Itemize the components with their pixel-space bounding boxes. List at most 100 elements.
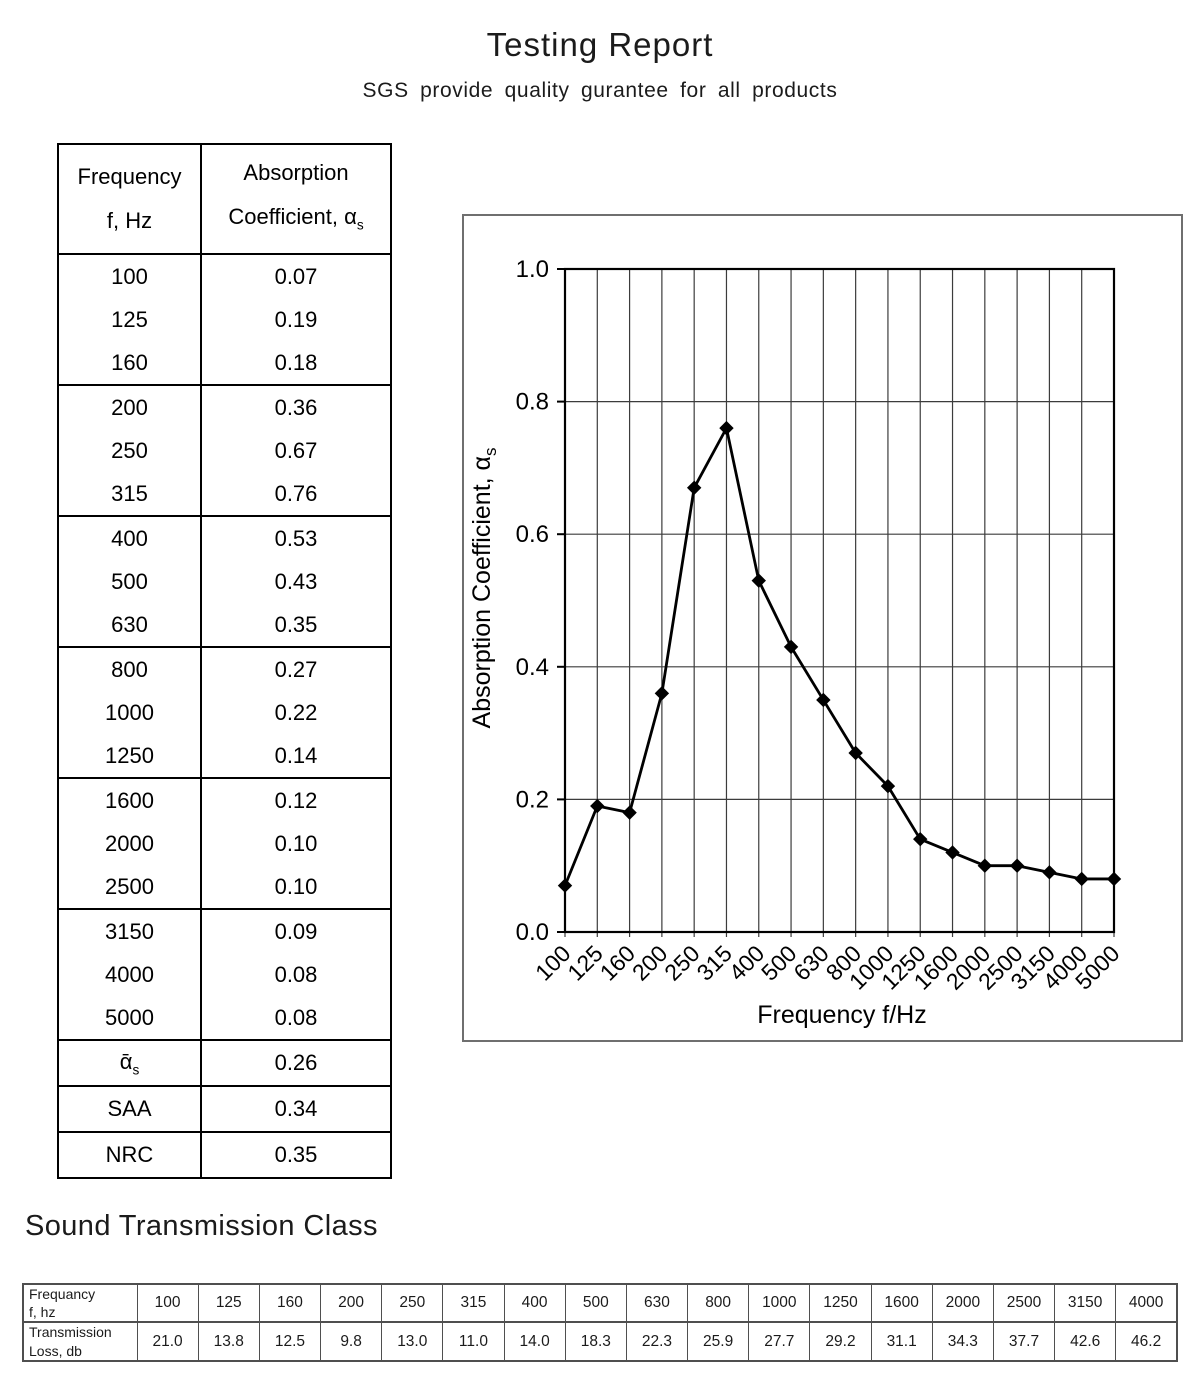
stc-heading: Sound Transmission Class [25, 1210, 378, 1242]
coefficient-cell: 0.67 [200, 429, 392, 472]
stc-frequency-cell: 4000 [1115, 1283, 1178, 1324]
stc-table: Frequancy f, hz 100 125 160 200 250 315 … [22, 1283, 1178, 1362]
coefficient-cell: 0.07 [200, 254, 392, 298]
table-row: 3150 0.09 [57, 909, 392, 953]
stc-frequency-cell: 500 [564, 1283, 627, 1324]
stc-frequency-cell: 315 [442, 1283, 505, 1324]
chart-plot-layer: 1001251602002503154005006308001000125016… [516, 256, 1125, 995]
coefficient-cell: 0.43 [200, 560, 392, 603]
table-row: 4000 0.08 [57, 953, 392, 996]
frequency-cell: 125 [57, 298, 202, 341]
stc-loss-cell: 27.7 [748, 1321, 811, 1362]
coefficient-cell: 0.12 [200, 778, 392, 822]
absorption-chart: 100 125 160 200 250 315 400 500 630 800 1000 1250 16… [462, 214, 1183, 1042]
summary-value: 0.35 [200, 1132, 392, 1179]
table-row: 400 0.53 [57, 516, 392, 560]
frequency-cell: 800 [57, 647, 202, 691]
stc-frequency-row: Frequancy f, hz 100 125 160 200 250 315 … [22, 1283, 1178, 1324]
stc-frequency-cell: 400 [503, 1283, 566, 1324]
x-axis-title: Frequency f/Hz [757, 1001, 927, 1029]
table-row: 100 0.07 [57, 254, 392, 298]
table-row: 160 0.18 [57, 341, 392, 386]
svg-text:0.4: 0.4 [516, 654, 549, 681]
table-row: 125 0.19 [57, 298, 392, 341]
absorption-chart-svg: 1001251602002503154005006308001000125016… [468, 256, 1125, 1029]
stc-frequency-cell: 630 [625, 1283, 689, 1324]
y-axis-title: Absorption Coefficient, αs [468, 448, 500, 729]
stc-frequency-cell: 1600 [870, 1283, 933, 1324]
coefficient-cell: 0.14 [200, 734, 392, 779]
stc-loss-cell: 21.0 [136, 1321, 199, 1362]
summary-row-saa: SAA 0.34 [57, 1086, 392, 1133]
frequency-cell: 630 [57, 603, 202, 648]
frequency-cell: 1600 [57, 778, 202, 822]
coefficient-cell: 0.10 [200, 865, 392, 910]
frequency-cell: 2000 [57, 822, 202, 865]
stc-loss-cell: 29.2 [809, 1321, 872, 1362]
coefficient-cell: 0.08 [200, 996, 392, 1041]
summary-label: ᾱs [57, 1040, 202, 1087]
frequency-cell: 5000 [57, 996, 202, 1041]
table-row: 1250 0.14 [57, 734, 392, 779]
table-row: 1600 0.12 [57, 778, 392, 822]
frequency-column-header: Frequency f, Hz [57, 144, 202, 255]
stc-frequency-cell: 100 [136, 1283, 199, 1324]
stc-loss-cell: 42.6 [1054, 1321, 1117, 1362]
coefficient-cell: 0.22 [200, 691, 392, 734]
stc-loss-cell: 37.7 [992, 1321, 1056, 1362]
stc-loss-cell: 9.8 [320, 1321, 383, 1362]
frequency-cell: 315 [57, 472, 202, 517]
frequency-cell: 1000 [57, 691, 202, 734]
stc-frequency-cell: 2500 [992, 1283, 1056, 1324]
stc-frequency-cell: 200 [320, 1283, 383, 1324]
page-title: Testing Report [486, 26, 714, 63]
frequency-cell: 3150 [57, 909, 202, 953]
stc-loss-cell: 12.5 [258, 1321, 322, 1362]
frequency-cell: 2500 [57, 865, 202, 910]
frequency-cell: 100 [57, 254, 202, 298]
coefficient-cell: 0.27 [200, 647, 392, 691]
stc-frequency-row-header: Frequancy f, hz [22, 1283, 138, 1324]
table-row: 2000 0.10 [57, 822, 392, 865]
table-row: 500 0.43 [57, 560, 392, 603]
stc-loss-cell: 14.0 [503, 1321, 566, 1362]
stc-loss-cell: 18.3 [564, 1321, 627, 1362]
stc-frequency-cell: 1000 [748, 1283, 811, 1324]
frequency-cell: 4000 [57, 953, 202, 996]
stc-loss-row: Transmission Loss, db 21.0 13.8 12.5 9.8… [22, 1321, 1178, 1362]
summary-row-alpha-s: ᾱs 0.26 [57, 1040, 392, 1087]
svg-text:0.8: 0.8 [516, 389, 549, 416]
coefficient-cell: 0.35 [200, 603, 392, 648]
frequency-cell: 400 [57, 516, 202, 560]
stc-frequency-cell: 1250 [809, 1283, 872, 1324]
coefficient-column-header: Absorption Coefficient, αs [200, 144, 392, 255]
stc-loss-cell: 46.2 [1115, 1321, 1178, 1362]
svg-text:1.0: 1.0 [516, 256, 549, 283]
summary-value: 0.26 [200, 1040, 392, 1087]
coefficient-cell: 0.09 [200, 909, 392, 953]
table-row: 250 0.67 [57, 429, 392, 472]
stc-frequency-cell: 160 [258, 1283, 322, 1324]
coefficient-cell: 0.53 [200, 516, 392, 560]
svg-text:0.6: 0.6 [516, 521, 549, 548]
svg-text:0.2: 0.2 [516, 786, 549, 813]
summary-row-nrc: NRC 0.35 [57, 1132, 392, 1179]
absorption-table: Frequency f, Hz Absorption Coefficient, … [57, 143, 392, 1179]
stc-loss-cell: 13.8 [197, 1321, 260, 1362]
stc-frequency-cell: 250 [381, 1283, 444, 1324]
summary-value: 0.34 [200, 1086, 392, 1133]
stc-loss-cell: 34.3 [931, 1321, 994, 1362]
frequency-cell: 250 [57, 429, 202, 472]
coefficient-cell: 0.08 [200, 953, 392, 996]
stc-frequency-cell: 3150 [1054, 1283, 1117, 1324]
stc-frequency-cell: 125 [197, 1283, 260, 1324]
table-row: 800 0.27 [57, 647, 392, 691]
stc-loss-cell: 22.3 [625, 1321, 689, 1362]
table-row: 200 0.36 [57, 385, 392, 429]
summary-label: NRC [57, 1132, 202, 1179]
frequency-cell: 160 [57, 341, 202, 386]
svg-text:0.0: 0.0 [516, 919, 549, 946]
coefficient-cell: 0.19 [200, 298, 392, 341]
stc-loss-cell: 13.0 [381, 1321, 444, 1362]
